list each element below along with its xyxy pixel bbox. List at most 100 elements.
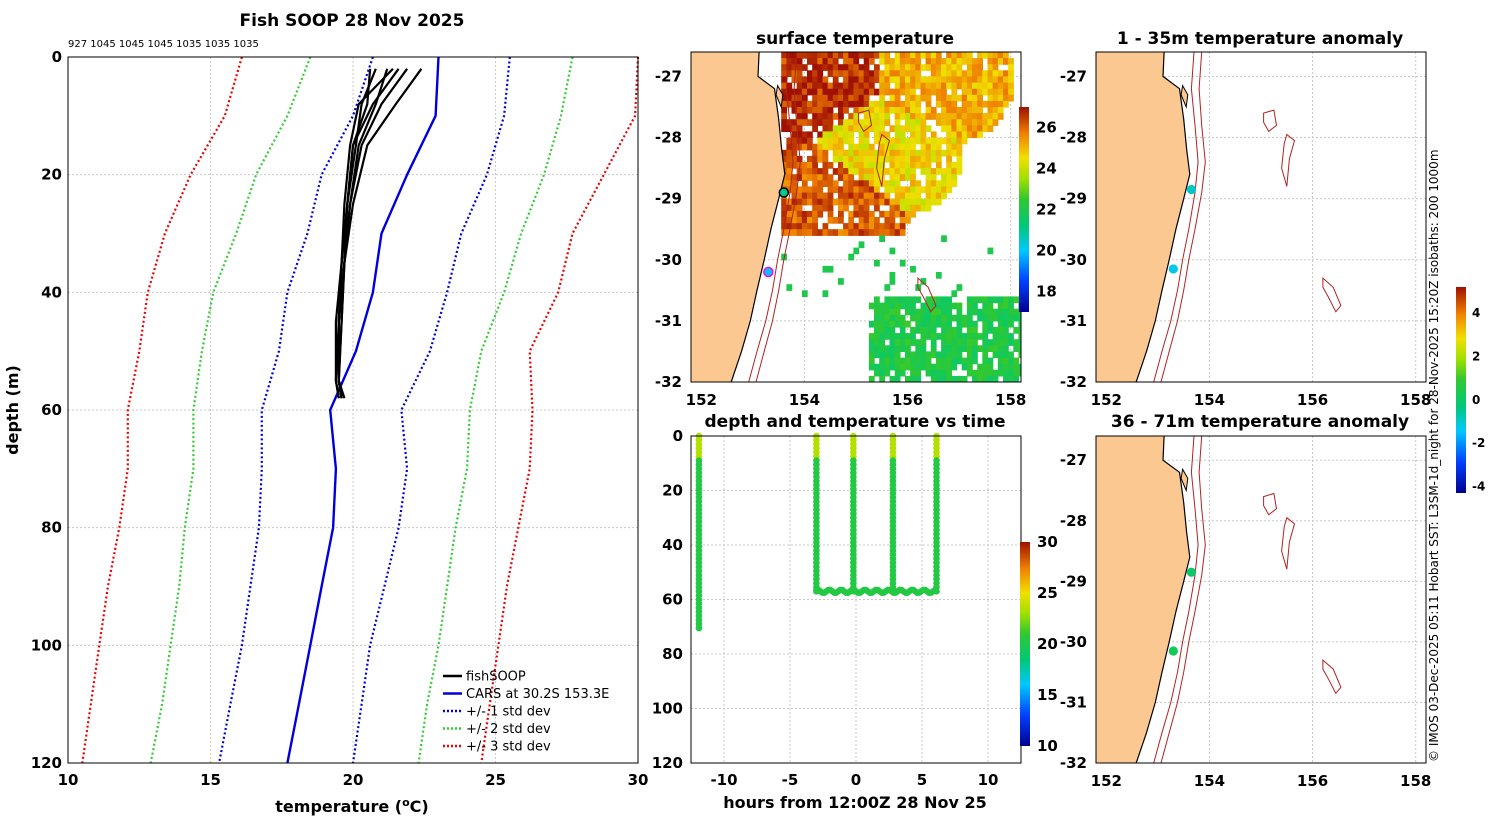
sst-pixel xyxy=(874,76,880,84)
sst-pixel xyxy=(982,52,989,59)
sst-pixel xyxy=(946,375,952,382)
sst-pixel xyxy=(1013,375,1020,382)
sst-pixel xyxy=(905,308,911,316)
sst-pixel xyxy=(894,198,901,206)
sst-pixel xyxy=(817,119,824,126)
sst-pixel xyxy=(894,369,901,377)
sst-pixel xyxy=(905,375,911,382)
sst-pixel xyxy=(796,100,803,108)
sst-pixel xyxy=(1008,70,1014,77)
sst-pixel xyxy=(899,168,906,175)
sst-pixel xyxy=(796,204,803,212)
sst-pixel xyxy=(853,180,860,187)
anomaly-deep-isobath-1000 xyxy=(1160,436,1206,763)
sst-pixel xyxy=(868,186,875,194)
sst-pixel xyxy=(905,88,911,96)
sst-pixel xyxy=(874,363,880,371)
anomaly-deep-y-tick: -31 xyxy=(1060,693,1087,711)
sst-pixel xyxy=(961,94,968,102)
sst-pixel xyxy=(889,204,896,212)
sst-pixel xyxy=(946,143,952,151)
sst-pixel xyxy=(997,107,1004,114)
sst-pixel xyxy=(822,155,829,163)
sst-pixel xyxy=(827,131,834,139)
sst-pixel xyxy=(899,259,906,267)
sst-pixel xyxy=(884,100,891,108)
anomaly-shallow-x-tick: 154 xyxy=(1194,391,1225,409)
sst-pixel xyxy=(874,113,880,120)
sst-pixel xyxy=(863,76,870,84)
sst-pixel xyxy=(822,76,829,84)
sst-pixel xyxy=(796,137,803,145)
profile-y-tick: 40 xyxy=(41,283,62,301)
sst-pixel xyxy=(925,296,932,304)
sst-pixel xyxy=(935,357,942,365)
sst-pixel xyxy=(935,82,942,90)
sst-pixel xyxy=(910,186,916,194)
sst-pixel xyxy=(812,174,818,181)
sst-pixel xyxy=(843,88,849,96)
sst-isobath-200 xyxy=(748,52,794,382)
sst-pixel xyxy=(925,76,932,84)
sst-pixel xyxy=(972,76,978,84)
sst-seamount xyxy=(858,109,873,133)
sst-pixel xyxy=(941,174,947,181)
sst-pixel xyxy=(817,82,824,90)
sst-pixel xyxy=(961,357,968,365)
sst-pixel xyxy=(807,143,813,151)
sst-pixel xyxy=(827,125,834,132)
sst-pixel xyxy=(920,278,927,285)
sst-pixel xyxy=(930,345,937,352)
sst-pixel xyxy=(930,113,937,120)
sst-pixel xyxy=(1018,339,1021,346)
sst-pixel xyxy=(843,204,849,212)
sst-pixel xyxy=(827,137,834,145)
sst-pixel xyxy=(843,223,849,230)
sst-pixel xyxy=(868,119,875,126)
sst-pixel xyxy=(874,52,880,59)
sst-pixel xyxy=(899,320,906,328)
sst-pixel xyxy=(894,302,901,310)
profile-legend: fishSOOP CARS at 30.2S 153.3E +/- 1 std de… xyxy=(443,670,609,755)
sst-pixel xyxy=(858,76,865,84)
anomaly-deep-seamount xyxy=(1263,492,1278,516)
sst-pixel xyxy=(868,168,875,175)
sst-pixel xyxy=(848,119,855,126)
sst-pixel xyxy=(930,155,937,163)
sst-pixel xyxy=(956,125,963,132)
sst-pixel xyxy=(822,223,829,230)
sst-pixel xyxy=(812,168,818,175)
sst-pixel xyxy=(796,70,803,77)
sst-pixel xyxy=(1008,94,1014,102)
sst-pixel xyxy=(935,369,942,377)
sst-pixel xyxy=(894,192,901,200)
sst-pixel xyxy=(992,333,999,340)
sst-land xyxy=(691,52,785,382)
sst-pixel xyxy=(946,125,952,132)
sst-pixel xyxy=(997,357,1004,365)
sst-pixel xyxy=(801,217,808,224)
sst-pixel xyxy=(941,186,947,194)
sst-pixel xyxy=(889,320,896,328)
sst-pixel xyxy=(899,345,906,352)
sst-pixel xyxy=(786,210,793,218)
sst-pixel xyxy=(992,339,999,346)
sst-pixel xyxy=(966,76,973,84)
sst-pixel xyxy=(925,155,932,163)
sst-pixel xyxy=(987,314,994,322)
sst-pixel xyxy=(951,94,958,102)
anomaly-shallow-isobath-200 xyxy=(1153,52,1199,382)
sst-pixel xyxy=(1003,351,1009,359)
sst-pixel xyxy=(905,58,911,65)
sst-pixel xyxy=(972,345,978,352)
anomaly-colorbar-tick: -2 xyxy=(1472,436,1485,450)
sst-pixel xyxy=(899,82,906,90)
sst-pixel xyxy=(838,52,844,59)
sst-pixel xyxy=(920,363,927,371)
sst-pixel xyxy=(889,217,896,224)
sst-pixel xyxy=(843,107,849,114)
sst-pixel xyxy=(838,113,844,120)
sst-pixel xyxy=(786,100,793,108)
sst-pixel xyxy=(961,76,968,84)
sst-pixel xyxy=(879,113,885,120)
